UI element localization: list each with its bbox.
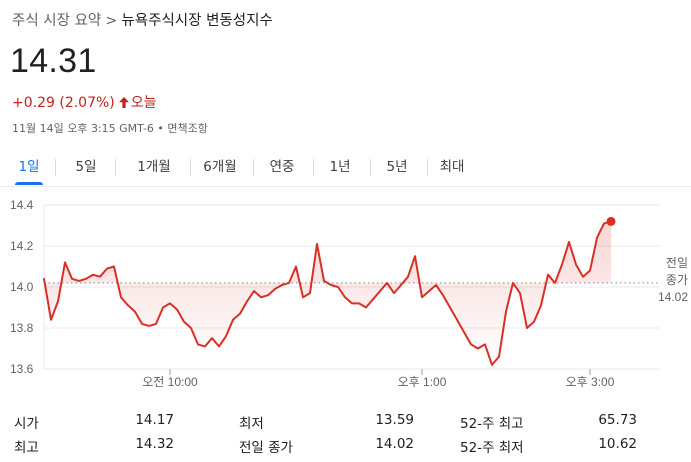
tab-ytd[interactable]: 연중 (269, 159, 295, 175)
breadcrumb-parent-link[interactable]: 주식 시장 요약 (12, 13, 102, 29)
tab-divider (313, 159, 314, 176)
current-price: 14.31 (10, 42, 97, 80)
tab-max[interactable]: 최대 (439, 159, 465, 175)
tab-5y[interactable]: 5년 (386, 159, 408, 175)
tab-1m[interactable]: 1개월 (137, 159, 171, 175)
tab-divider (115, 159, 116, 176)
tab-divider (370, 159, 371, 176)
price-change-period: 오늘 (130, 95, 157, 111)
stat-value-52w-low: 10.62 (598, 436, 637, 452)
chart-points (43, 221, 612, 365)
stats-row: 최고 14.32 전일 종가 14.02 52-주 최저 10.62 (14, 436, 682, 456)
stat-label-open: 시가 (14, 416, 39, 432)
y-tick-label: 13.6 (10, 362, 34, 376)
stat-label-low: 최저 (239, 416, 264, 432)
tabs-underline (0, 186, 691, 187)
previous-close-value: 14.02 (658, 290, 688, 304)
y-tick-label: 13.8 (10, 321, 34, 335)
y-tick-label: 14.2 (10, 239, 34, 253)
stat-value-52w-high: 65.73 (598, 412, 637, 428)
tab-1d[interactable]: 1일 (12, 150, 46, 185)
last-price-dot (606, 216, 616, 226)
price-chart[interactable]: 14.4 14.2 14.0 13.8 13.6 오전 10:00 오후 1:00 오후 3… (0, 190, 691, 400)
stat-label-52w-low: 52-주 최저 (460, 440, 524, 456)
tab-divider (427, 159, 428, 176)
quote-timestamp: 11월 14일 오후 3:15 GMT-6 • 면책조항 (12, 120, 208, 136)
tab-1y[interactable]: 1년 (329, 159, 351, 175)
stat-label-high: 최고 (14, 440, 39, 456)
tab-divider (55, 159, 56, 176)
x-tick-label: 오후 3:00 (566, 375, 615, 389)
tab-5d[interactable]: 5일 (75, 159, 97, 175)
stat-label-52w-high: 52-주 최고 (460, 416, 524, 432)
stats-row: 시가 14.17 최저 13.59 52-주 최고 65.73 (14, 412, 682, 432)
stat-value-open: 14.17 (135, 412, 174, 428)
y-tick-label: 14.4 (10, 198, 34, 212)
tab-6m[interactable]: 6개월 (203, 159, 237, 175)
breadcrumb-current: 뉴욕주식시장 변동성지수 (121, 13, 273, 29)
arrow-up-icon (118, 95, 129, 111)
breadcrumb: 주식 시장 요약 > 뉴욕주식시장 변동성지수 (12, 9, 273, 30)
chart-area-fill (44, 221, 611, 365)
previous-close-label: 전일 (666, 256, 688, 270)
price-change-value: +0.29 (2.07%) (12, 95, 115, 111)
chart-y-axis: 14.4 14.2 14.0 13.8 13.6 (10, 198, 34, 376)
tab-divider (190, 159, 191, 176)
stat-label-prev-close: 전일 종가 (239, 440, 293, 456)
breadcrumb-separator: > (105, 13, 118, 29)
chart-series-line (43, 220, 612, 366)
x-tick-label: 오후 1:00 (398, 375, 447, 389)
range-tabs: 1일 5일 1개월 6개월 연중 1년 5년 최대 (0, 150, 691, 186)
stat-value-high: 14.32 (135, 436, 174, 452)
tab-divider (253, 159, 254, 176)
stat-value-low: 13.59 (375, 412, 414, 428)
previous-close-label: 종가 (666, 273, 688, 287)
timestamp-text: 11월 14일 오후 3:15 GMT-6 • 면책조항 (12, 122, 208, 135)
y-tick-label: 14.0 (10, 280, 34, 294)
stat-value-prev-close: 14.02 (375, 436, 414, 452)
x-tick-label: 오전 10:00 (142, 375, 198, 389)
price-change: +0.29 (2.07%) 오늘 (12, 92, 157, 112)
chart-x-axis: 오전 10:00 오후 1:00 오후 3:00 (142, 369, 615, 389)
